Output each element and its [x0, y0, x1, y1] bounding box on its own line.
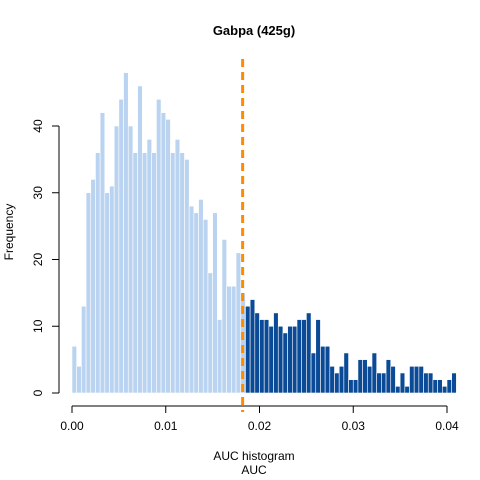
histogram-bar: [207, 272, 213, 394]
histogram-bar: [310, 352, 317, 394]
histogram-bar: [418, 365, 424, 394]
histogram-bar: [287, 325, 293, 394]
histogram-bar: [432, 379, 438, 394]
histogram-bar: [226, 285, 232, 394]
histogram-bar: [423, 372, 429, 394]
chart-title: Gabpa (425g): [213, 23, 295, 38]
histogram-bar: [156, 99, 162, 394]
x-axis-label: AUC histogram: [213, 449, 294, 463]
histogram-bar: [451, 372, 457, 394]
y-tick-label: 10: [31, 319, 45, 333]
histogram-bar: [352, 379, 359, 394]
histogram-bar: [127, 125, 134, 394]
histogram-bar: [245, 305, 251, 394]
histogram-bar: [376, 372, 382, 394]
histogram-bar: [81, 305, 87, 394]
x-axis-sublabel: AUC: [241, 463, 267, 477]
histogram-bar: [343, 352, 349, 394]
histogram-bar: [90, 179, 96, 394]
histogram-bar: [165, 119, 171, 394]
x-tick-label: 0.02: [248, 419, 272, 433]
histogram-bar: [235, 252, 242, 394]
histogram-bar: [329, 365, 335, 394]
histogram-bar: [217, 319, 223, 394]
histogram-bar: [249, 299, 256, 394]
y-tick-label: 40: [31, 119, 45, 133]
histogram-bar: [399, 372, 406, 394]
histogram-bar: [109, 185, 115, 394]
y-tick-label: 0: [31, 389, 45, 396]
histogram-bar: [324, 345, 331, 394]
histogram-bar: [212, 212, 218, 394]
x-tick-label: 0.01: [154, 419, 178, 433]
histogram-bar: [174, 139, 181, 394]
histogram-bar: [277, 325, 284, 394]
y-axis: 0 10 20 30 40: [31, 119, 60, 396]
histogram-bar: [306, 312, 312, 394]
histogram-bar: [268, 325, 274, 394]
histogram-bar: [381, 372, 387, 394]
histogram-bar: [202, 219, 209, 394]
histogram-bar: [413, 365, 420, 394]
histogram-bar: [104, 192, 110, 394]
histogram-bar: [132, 152, 138, 394]
histogram-bar: [446, 379, 452, 394]
histogram-bar: [151, 152, 157, 394]
x-tick-label: 0.00: [60, 419, 84, 433]
histogram-bar: [367, 365, 373, 394]
histogram-bar: [123, 72, 129, 394]
histogram-bar: [142, 152, 148, 394]
histogram-bar: [184, 159, 190, 394]
y-tick-label: 30: [31, 186, 45, 200]
x-tick-label: 0.04: [435, 419, 459, 433]
histogram-bar: [146, 139, 152, 394]
histogram-bar: [254, 312, 260, 394]
histogram-bar: [442, 386, 448, 394]
histogram-bar: [348, 379, 354, 394]
histogram-bar: [160, 112, 167, 394]
y-tick-label: 20: [31, 253, 45, 267]
histogram-bar: [188, 205, 195, 394]
histogram-bar: [193, 212, 199, 394]
histogram-bar: [263, 319, 270, 394]
histogram-bar: [99, 112, 106, 394]
histogram-bar: [404, 386, 410, 394]
histogram-bar: [282, 332, 288, 394]
x-tick-label: 0.03: [342, 419, 366, 433]
histogram-bar: [362, 359, 368, 394]
histogram-bars: [71, 72, 457, 394]
histogram-bar: [221, 239, 227, 394]
histogram-bar: [85, 192, 92, 394]
histogram-bar: [76, 365, 82, 394]
histogram-bar: [259, 319, 265, 394]
histogram-bar: [409, 365, 415, 394]
histogram-bar: [427, 372, 434, 394]
histogram-bar: [113, 125, 120, 394]
histogram-bar: [231, 285, 237, 394]
histogram-bar: [95, 152, 101, 394]
histogram-bar: [338, 365, 345, 394]
histogram-bar: [395, 386, 401, 394]
histogram-bar: [301, 319, 307, 394]
histogram-bar: [437, 379, 443, 394]
histogram-bar: [170, 152, 176, 394]
x-axis: 0.00 0.01 0.02 0.03 0.04: [60, 405, 459, 433]
histogram-bar: [357, 359, 363, 394]
histogram-bar: [334, 372, 340, 394]
histogram-bar: [292, 325, 298, 394]
histogram-bar: [273, 312, 279, 394]
histogram-bar: [137, 85, 143, 394]
histogram-bar: [385, 359, 392, 394]
histogram-bar: [390, 365, 396, 394]
histogram-bar: [296, 319, 302, 394]
histogram-bar: [71, 345, 77, 394]
histogram-bar: [371, 352, 377, 394]
histogram-bar: [320, 345, 326, 394]
y-axis-label: Frequency: [2, 204, 16, 261]
histogram-bar: [198, 199, 204, 394]
histogram-bar: [315, 319, 321, 394]
histogram-bar: [179, 152, 185, 394]
histogram-bar: [118, 99, 124, 394]
